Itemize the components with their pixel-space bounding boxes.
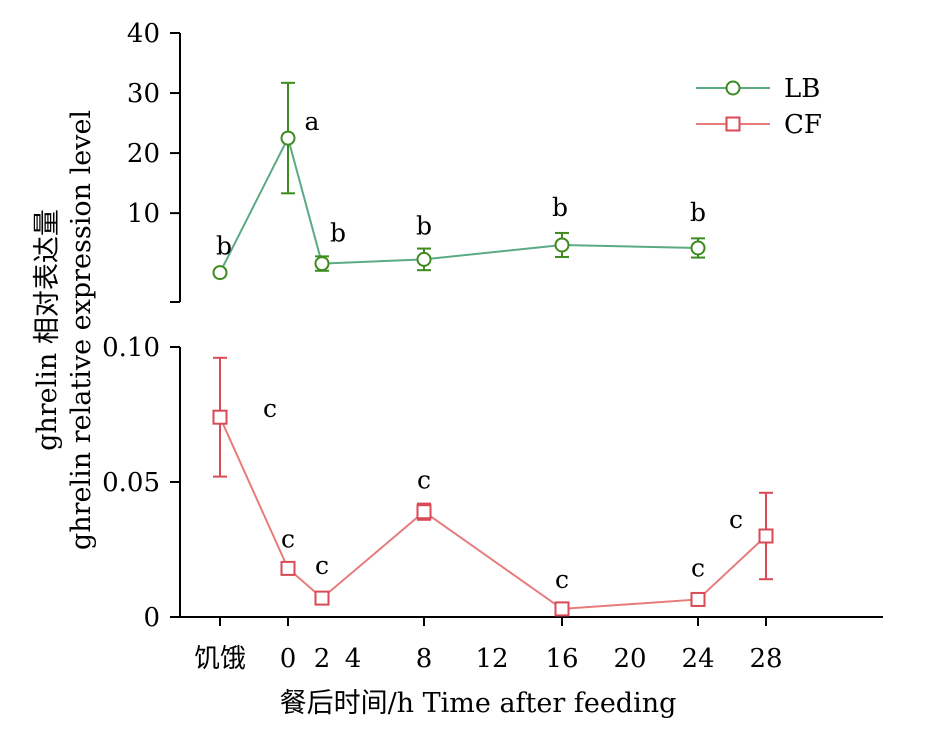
legend-item-lb: LB xyxy=(696,74,820,104)
x-tick-label: 28 xyxy=(749,644,782,674)
y-axis-title-line1: ghrelin 相对表达量 xyxy=(32,209,63,451)
x-tick-label: 饥饿 xyxy=(194,644,246,674)
y-tick-label-lower: 0.10 xyxy=(102,333,160,363)
x-tick-label: 20 xyxy=(613,644,646,674)
significance-label: c xyxy=(281,524,295,553)
data-point-cf xyxy=(212,409,228,425)
significance-label: b xyxy=(690,198,706,227)
data-point-cf xyxy=(690,591,706,607)
data-point-lb xyxy=(212,265,228,281)
legend-label: LB xyxy=(784,74,820,104)
data-point-lb xyxy=(416,251,432,267)
y-tick-label-upper: 10 xyxy=(127,199,160,229)
x-tick-label: 0 xyxy=(280,644,297,674)
series-line-lb xyxy=(219,135,699,274)
y-axis-title-line2: ghrelin relative expression level xyxy=(66,110,97,550)
significance-label: a xyxy=(305,107,320,136)
significance-label: c xyxy=(729,505,743,534)
data-point-lb xyxy=(554,237,570,253)
x-tick-label: 2 xyxy=(314,644,331,674)
data-point-cf xyxy=(758,528,774,544)
significance-label: b xyxy=(330,219,346,248)
significance-label: c xyxy=(417,466,431,495)
x-axis-title: 餐后时间/h Time after feeding xyxy=(280,688,677,719)
x-tick-label: 4 xyxy=(345,644,362,674)
significance-label: c xyxy=(315,551,329,580)
significance-label: c xyxy=(263,394,277,423)
x-tick-label: 12 xyxy=(475,644,508,674)
x-tick-label: 8 xyxy=(416,644,433,674)
data-point-cf xyxy=(314,590,330,606)
y-tick-label-upper: 20 xyxy=(127,139,160,169)
significance-label: c xyxy=(691,553,705,582)
legend-marker xyxy=(725,116,741,132)
significance-label: c xyxy=(555,565,569,594)
legend-item-cf: CF xyxy=(696,110,822,140)
legend: LB CF xyxy=(696,74,822,140)
data-point-lb xyxy=(314,256,330,272)
data-point-cf xyxy=(280,560,296,576)
x-tick-label: 16 xyxy=(545,644,578,674)
y-tick-label-lower: 0.05 xyxy=(102,468,160,498)
axis-titles: 餐后时间/h Time after feeding ghrelin 相对表达量 … xyxy=(32,110,676,719)
data-point-cf xyxy=(554,601,570,617)
data-point-lb xyxy=(690,240,706,256)
y-tick-label-lower: 0 xyxy=(143,603,160,633)
data-point-lb xyxy=(280,130,296,146)
x-tick-label: 24 xyxy=(681,644,714,674)
significance-label: b xyxy=(216,232,232,261)
series-lb: b a b b b b xyxy=(212,81,706,281)
significance-label: b xyxy=(416,211,432,240)
legend-label: CF xyxy=(784,110,822,140)
data-point-cf xyxy=(416,504,432,520)
legend-marker xyxy=(725,80,741,96)
y-tick-label-upper: 30 xyxy=(127,79,160,109)
series-line-cf xyxy=(219,416,767,610)
y-tick-label-upper: 40 xyxy=(127,19,160,49)
significance-label: b xyxy=(552,193,568,222)
